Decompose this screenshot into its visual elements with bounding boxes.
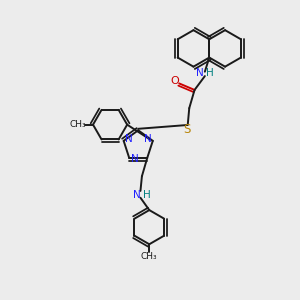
Text: O: O: [170, 76, 179, 85]
Text: N: N: [144, 134, 152, 144]
Text: N: N: [133, 190, 141, 200]
Text: N: N: [125, 134, 133, 144]
Text: N: N: [131, 154, 139, 164]
Text: CH₃: CH₃: [69, 120, 86, 129]
Text: S: S: [184, 123, 191, 136]
Text: CH₃: CH₃: [141, 252, 158, 261]
Text: N: N: [196, 68, 204, 78]
Text: H: H: [143, 190, 151, 200]
Text: H: H: [206, 68, 214, 78]
